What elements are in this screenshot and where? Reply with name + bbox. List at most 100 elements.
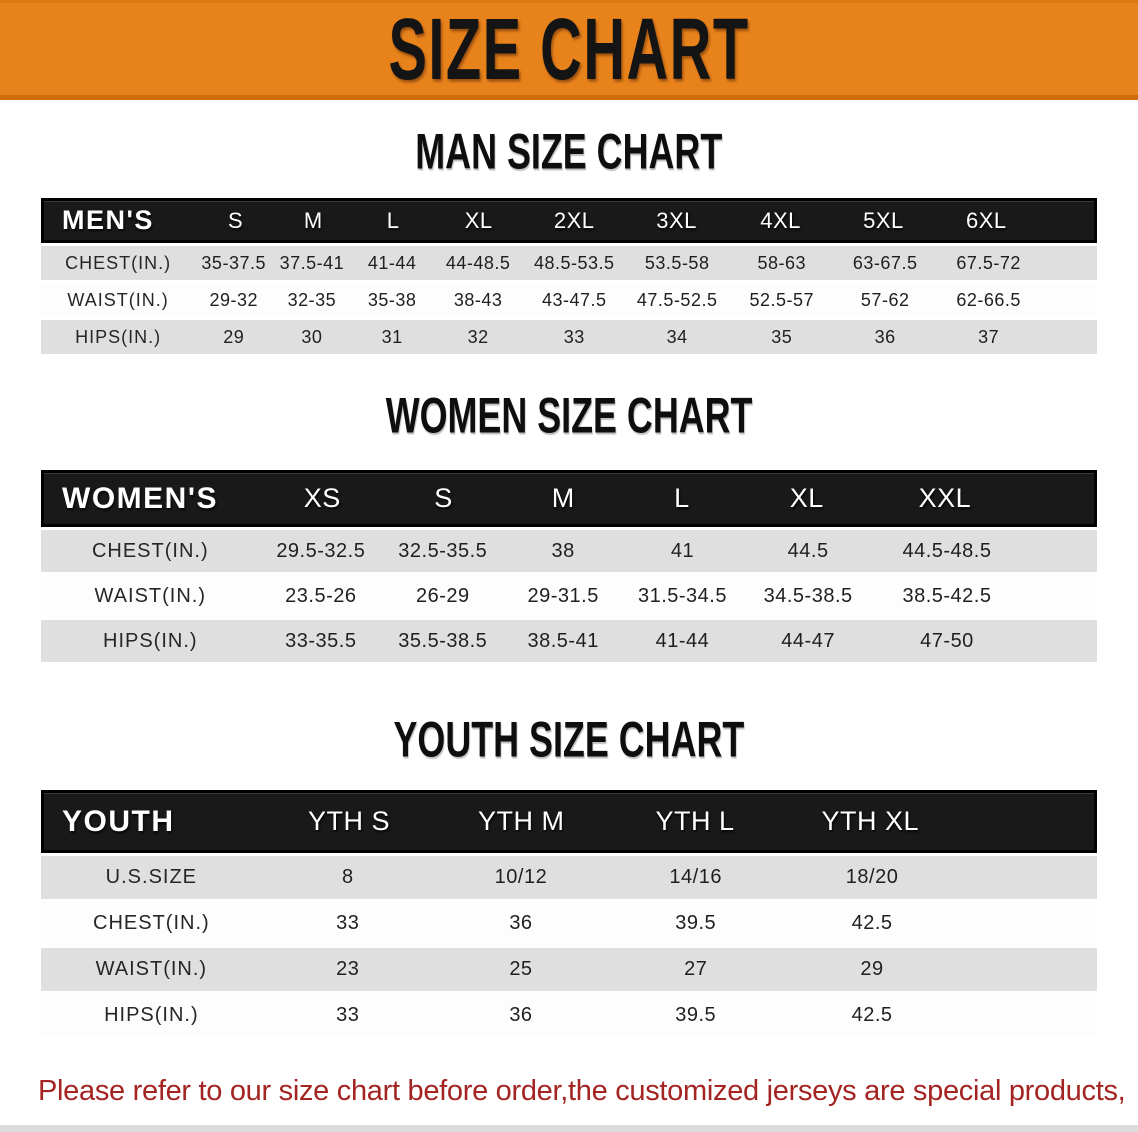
value-cell: 53.5-58 xyxy=(644,252,710,273)
value-cell: 48.5-53.5 xyxy=(533,252,615,273)
column-header-cell: L xyxy=(386,207,400,233)
column-header-cell: 6XL xyxy=(965,207,1007,233)
banner: SIZE CHART xyxy=(0,0,1138,100)
value-cell: 38 xyxy=(551,539,575,562)
value-cell: 57-62 xyxy=(860,289,910,310)
value-cell: 27 xyxy=(684,958,708,980)
women-section-heading: WOMEN SIZE CHART xyxy=(0,386,1138,444)
value-cell: 23.5-26 xyxy=(285,584,357,607)
value-cell: 35.5-38.5 xyxy=(398,629,488,652)
value-cell: 36 xyxy=(874,326,896,347)
value-cell: 47-50 xyxy=(920,629,974,652)
row-label-cell: HIPS(IN.) xyxy=(103,629,198,652)
youth-size-table: YOUTH YTH S YTH M YTH L YTH XL U.S.SIZE … xyxy=(41,790,1097,1037)
value-cell: 38-43 xyxy=(453,289,503,310)
value-cell: 43-47.5 xyxy=(541,289,607,310)
banner-title: SIZE CHART xyxy=(388,0,750,99)
column-header-cell: YTH XL xyxy=(821,806,920,836)
value-cell: 36 xyxy=(509,912,533,934)
youth-waist-row: WAIST(IN.) 23 25 27 29 xyxy=(41,948,1097,991)
value-cell: 14/16 xyxy=(669,866,722,888)
value-cell: 32.5-35.5 xyxy=(398,539,488,562)
column-header-cell: 5XL xyxy=(863,207,904,233)
value-cell: 47.5-52.5 xyxy=(636,289,718,310)
value-cell: 38.5-41 xyxy=(527,629,599,652)
youth-hips-row: HIPS(IN.) 33 36 39.5 42.5 xyxy=(41,994,1097,1037)
column-header-cell: S xyxy=(434,483,453,513)
value-cell: 29-32 xyxy=(209,289,258,310)
column-header-cell: 2XL xyxy=(553,207,595,233)
value-cell: 10/12 xyxy=(494,866,548,888)
row-label-cell: CHEST(IN.) xyxy=(65,252,172,273)
women-section-heading-text: WOMEN SIZE CHART xyxy=(385,386,753,444)
value-cell: 35 xyxy=(771,326,793,347)
value-cell: 39.5 xyxy=(675,1004,717,1026)
mens-table-header-row: MEN'S S M L XL 2XL 3XL 4XL 5XL 6XL xyxy=(41,198,1097,243)
column-header-cell: XS xyxy=(303,483,341,513)
womens-waist-row: WAIST(IN.) 23.5-26 26-29 29-31.5 31.5-34… xyxy=(41,575,1097,617)
value-cell: 8 xyxy=(341,866,354,888)
youth-chest-row: CHEST(IN.) 33 36 39.5 42.5 xyxy=(41,902,1097,945)
value-cell: 30 xyxy=(301,326,323,347)
row-label-cell: CHEST(IN.) xyxy=(91,539,209,562)
column-header-cell: YTH L xyxy=(655,806,735,836)
man-section-heading: MAN SIZE CHART xyxy=(0,126,1138,176)
womens-hips-row: HIPS(IN.) 33-35.5 35.5-38.5 38.5-41 41-4… xyxy=(41,620,1097,662)
value-cell: 52.5-57 xyxy=(749,289,814,310)
value-cell: 23 xyxy=(336,958,360,980)
womens-size-table: WOMEN'S XS S M L XL XXL CHEST(IN.) 29.5-… xyxy=(41,470,1097,662)
value-cell: 32 xyxy=(467,326,489,347)
value-cell: 44-48.5 xyxy=(445,252,511,273)
value-cell: 34.5-38.5 xyxy=(763,584,853,607)
value-cell: 29 xyxy=(860,958,884,980)
value-cell: 42.5 xyxy=(851,912,893,934)
mens-size-table: MEN'S S M L XL 2XL 3XL 4XL 5XL 6XL CHEST… xyxy=(41,198,1097,354)
row-label-cell: WAIST(IN.) xyxy=(67,289,169,310)
value-cell: 41-44 xyxy=(655,629,710,652)
value-cell: 33-35.5 xyxy=(285,629,357,652)
column-header-cell: M xyxy=(303,207,323,233)
value-cell: 32-35 xyxy=(287,289,337,310)
value-cell: 29 xyxy=(223,326,245,347)
value-cell: 35-37.5 xyxy=(201,252,266,273)
value-cell: 34 xyxy=(666,326,688,347)
value-cell: 39.5 xyxy=(675,912,717,934)
value-cell: 44-47 xyxy=(781,629,835,652)
youth-ussize-row: U.S.SIZE 8 10/12 14/16 18/20 xyxy=(41,856,1097,899)
value-cell: 63-67.5 xyxy=(852,252,918,273)
value-cell: 44.5-48.5 xyxy=(902,539,992,562)
value-cell: 35-38 xyxy=(367,289,417,310)
mens-hips-row: HIPS(IN.) 29 30 31 32 33 34 35 36 37 xyxy=(41,320,1097,354)
value-cell: 26-29 xyxy=(415,584,470,607)
value-cell: 33 xyxy=(336,1004,360,1026)
youth-table-header-row: YOUTH YTH S YTH M YTH L YTH XL xyxy=(41,790,1097,853)
row-label-cell: WAIST(IN.) xyxy=(94,584,207,607)
value-cell: 25 xyxy=(509,958,533,980)
womens-table-corner-label: WOMEN'S xyxy=(62,481,218,515)
column-header-cell: XL xyxy=(464,207,493,233)
value-cell: 41-44 xyxy=(367,252,417,273)
column-header-cell: XXL xyxy=(918,483,972,513)
column-header-cell: M xyxy=(551,483,575,513)
row-label-cell: HIPS(IN.) xyxy=(104,1004,199,1026)
value-cell: 44.5 xyxy=(787,539,829,562)
column-header-cell: 4XL xyxy=(760,207,801,233)
column-header-cell: YTH M xyxy=(477,806,565,836)
column-header-cell: S xyxy=(228,207,244,233)
row-label-cell: WAIST(IN.) xyxy=(95,958,208,980)
value-cell: 31 xyxy=(381,326,403,347)
value-cell: 41 xyxy=(670,539,695,562)
value-cell: 37.5-41 xyxy=(279,252,345,273)
row-label-cell: HIPS(IN.) xyxy=(75,326,162,347)
mens-table-corner-label: MEN'S xyxy=(62,205,154,235)
column-header-cell: XL xyxy=(789,483,824,513)
value-cell: 29-31.5 xyxy=(527,584,599,607)
mens-waist-row: WAIST(IN.) 29-32 32-35 35-38 38-43 43-47… xyxy=(41,283,1097,317)
youth-section-heading: YOUTH SIZE CHART xyxy=(0,714,1138,764)
value-cell: 29.5-32.5 xyxy=(276,539,366,562)
value-cell: 37 xyxy=(978,326,1000,347)
mens-chest-row: CHEST(IN.) 35-37.5 37.5-41 41-44 44-48.5… xyxy=(41,246,1097,280)
womens-chest-row: CHEST(IN.) 29.5-32.5 32.5-35.5 38 41 44.… xyxy=(41,530,1097,572)
value-cell: 62-66.5 xyxy=(956,289,1021,310)
youth-table-corner-label: YOUTH xyxy=(62,804,175,838)
